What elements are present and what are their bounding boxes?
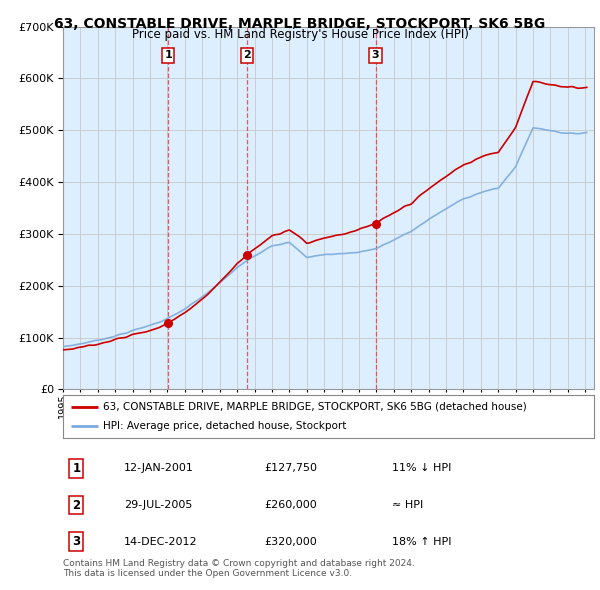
Text: £127,750: £127,750 [265, 464, 318, 473]
Text: £320,000: £320,000 [265, 537, 317, 546]
Text: £260,000: £260,000 [265, 500, 317, 510]
Text: 63, CONSTABLE DRIVE, MARPLE BRIDGE, STOCKPORT, SK6 5BG: 63, CONSTABLE DRIVE, MARPLE BRIDGE, STOC… [55, 17, 545, 31]
Text: 2: 2 [243, 50, 251, 60]
Text: 1: 1 [164, 50, 172, 60]
Text: ≈ HPI: ≈ HPI [392, 500, 424, 510]
Text: 12-JAN-2001: 12-JAN-2001 [124, 464, 194, 473]
Text: 14-DEC-2012: 14-DEC-2012 [124, 537, 197, 546]
Text: 18% ↑ HPI: 18% ↑ HPI [392, 537, 452, 546]
Text: 63, CONSTABLE DRIVE, MARPLE BRIDGE, STOCKPORT, SK6 5BG (detached house): 63, CONSTABLE DRIVE, MARPLE BRIDGE, STOC… [103, 402, 527, 412]
Text: Contains HM Land Registry data © Crown copyright and database right 2024.
This d: Contains HM Land Registry data © Crown c… [63, 559, 415, 578]
Text: Price paid vs. HM Land Registry's House Price Index (HPI): Price paid vs. HM Land Registry's House … [131, 28, 469, 41]
Text: 3: 3 [372, 50, 379, 60]
Text: HPI: Average price, detached house, Stockport: HPI: Average price, detached house, Stoc… [103, 421, 346, 431]
Text: 29-JUL-2005: 29-JUL-2005 [124, 500, 193, 510]
Text: 2: 2 [72, 499, 80, 512]
Text: 11% ↓ HPI: 11% ↓ HPI [392, 464, 452, 473]
Text: 1: 1 [72, 462, 80, 475]
Text: 3: 3 [72, 535, 80, 548]
